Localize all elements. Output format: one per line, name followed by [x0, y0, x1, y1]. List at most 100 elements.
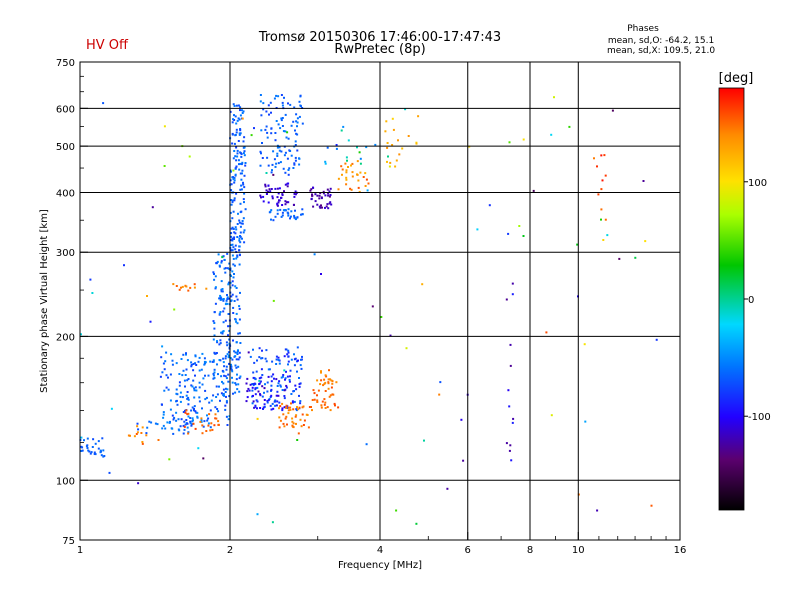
echo-point [193, 407, 195, 410]
echo-point [218, 312, 221, 315]
echo-point [232, 103, 235, 106]
echo-point [276, 155, 279, 157]
echo-point [278, 149, 281, 152]
echo-point [337, 406, 340, 409]
echo-point [168, 421, 171, 424]
echo-point [212, 271, 215, 274]
echo-point [446, 487, 449, 490]
echo-point [511, 293, 514, 296]
echo-point [298, 383, 301, 386]
echo-point [255, 370, 258, 373]
echo-point [165, 351, 168, 354]
echo-point [274, 404, 277, 407]
echo-point [509, 343, 512, 346]
echo-point [201, 407, 203, 410]
echo-point [276, 146, 279, 149]
echo-point [234, 285, 237, 288]
echo-point [217, 423, 220, 426]
echo-point [240, 188, 243, 191]
echo-point [634, 256, 637, 259]
echo-point [333, 402, 336, 405]
x-tick-label: 1 [77, 545, 83, 556]
echo-point [232, 246, 235, 249]
echo-point [278, 187, 281, 190]
echo-point [212, 377, 215, 380]
echo-point [241, 161, 244, 164]
echo-point [259, 164, 262, 167]
echo-point [233, 197, 236, 200]
echo-point [279, 127, 282, 130]
echo-point [243, 229, 246, 232]
echo-point [245, 400, 248, 403]
echo-point [286, 131, 289, 134]
echo-point [268, 398, 271, 400]
echo-point [358, 190, 361, 193]
echo-point [387, 155, 389, 158]
echo-point [222, 382, 225, 385]
echo-point [100, 454, 103, 457]
echo-point [256, 417, 259, 420]
echo-point [230, 170, 232, 173]
echo-point [267, 375, 270, 378]
echo-point [215, 396, 218, 398]
echo-point [287, 349, 290, 352]
echo-point [224, 408, 227, 411]
echo-point [356, 146, 358, 149]
echo-point [295, 388, 298, 391]
echo-point [231, 381, 234, 384]
echo-point [275, 394, 278, 397]
echo-point [201, 383, 204, 386]
echo-point [193, 387, 196, 390]
echo-point [260, 376, 263, 379]
echo-point [184, 284, 187, 287]
echo-point [282, 413, 285, 416]
echo-point [230, 203, 233, 206]
echo-point [276, 400, 279, 403]
echo-point [224, 267, 227, 270]
echo-point [266, 156, 269, 159]
echo-point [287, 208, 290, 211]
echo-point [267, 190, 269, 193]
echo-point [254, 393, 257, 396]
echo-point [183, 428, 186, 431]
echo-point [195, 411, 198, 414]
echo-point [316, 379, 319, 382]
echo-point [285, 384, 288, 387]
echo-point [404, 108, 407, 111]
echo-point [644, 240, 647, 243]
echo-point [247, 351, 250, 354]
echo-point [218, 385, 220, 388]
echo-point [287, 406, 290, 409]
echo-point [220, 288, 223, 291]
echo-point [281, 194, 284, 196]
echo-point [257, 390, 260, 393]
echo-point [328, 202, 331, 205]
echo-point [225, 365, 228, 368]
echo-point [283, 425, 286, 428]
echo-point [169, 408, 172, 411]
y-axis-label: Stationary phase Virtual Height [km] [39, 209, 50, 393]
echo-point [178, 429, 181, 432]
echo-point [221, 380, 223, 383]
echo-point [234, 173, 237, 176]
echo-point [347, 166, 349, 168]
echo-point [323, 378, 326, 381]
echo-point [291, 401, 294, 404]
echo-point [293, 163, 296, 166]
echo-point [327, 194, 330, 197]
echo-point [228, 262, 231, 265]
echo-point [241, 237, 243, 240]
echo-point [293, 162, 296, 165]
echo-point [239, 128, 242, 130]
echo-point [346, 159, 348, 162]
echo-point [91, 446, 94, 448]
echo-point [311, 409, 313, 412]
echo-point [238, 245, 241, 248]
echo-point [296, 216, 299, 219]
echo-point [298, 394, 300, 397]
echo-point [93, 451, 96, 454]
echo-point [301, 208, 304, 211]
echo-point [183, 379, 186, 382]
echo-point [221, 290, 224, 293]
echo-point [298, 406, 301, 409]
